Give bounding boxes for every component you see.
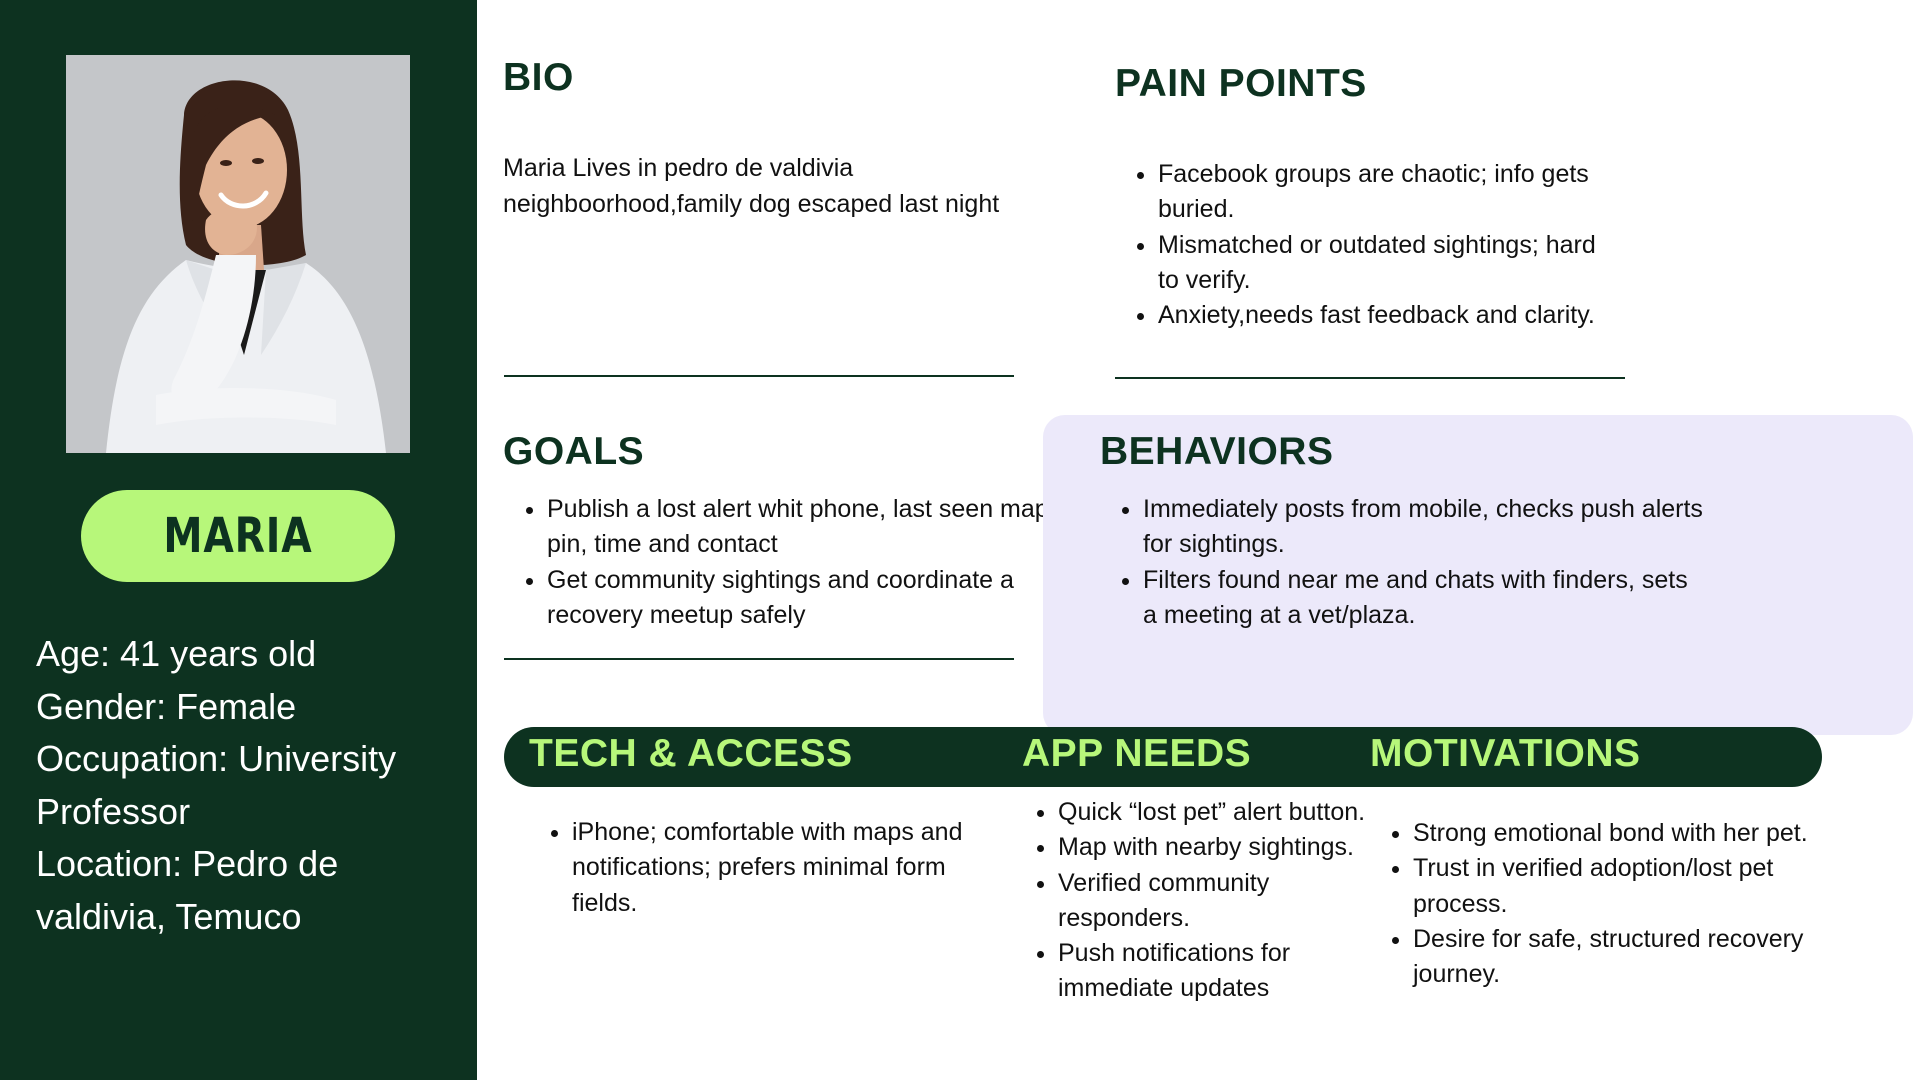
list-item: Anxiety,needs fast feedback and clarity. xyxy=(1158,298,1598,333)
bio-text: Maria Lives in pedro de valdivia neighbo… xyxy=(503,151,1023,222)
pain-points-list: Facebook groups are chaotic; info gets b… xyxy=(1115,157,1598,333)
list-item: Mismatched or outdated sightings; hard t… xyxy=(1158,228,1598,299)
app-needs-heading: APP NEEDS xyxy=(1022,732,1252,775)
goals-list: Publish a lost alert whit phone, last se… xyxy=(504,492,1067,633)
list-item: Quick “lost pet” alert button. xyxy=(1058,795,1378,830)
bio-heading: BIO xyxy=(503,56,574,99)
list-item: Immediately posts from mobile, checks pu… xyxy=(1143,492,1703,563)
list-item: Get community sightings and coordinate a… xyxy=(547,563,1067,634)
behaviors-list: Immediately posts from mobile, checks pu… xyxy=(1100,492,1703,633)
persona-detail-line: Location: Pedro de xyxy=(36,843,339,884)
list-item: Filters found near me and chats with fin… xyxy=(1143,563,1703,634)
persona-detail-line: Age: 41 years old xyxy=(36,633,317,674)
pain-points-divider xyxy=(1115,377,1625,379)
persona-name-badge: MARIA xyxy=(81,490,395,582)
behaviors-panel xyxy=(1043,415,1913,735)
behaviors-heading: BEHAVIORS xyxy=(1100,430,1334,473)
persona-details: Age: 41 years old Gender: Female Occupat… xyxy=(36,628,456,943)
list-item: Trust in verified adoption/lost pet proc… xyxy=(1413,851,1833,922)
persona-photo xyxy=(66,55,410,453)
tech-access-list: iPhone; comfortable with maps and notifi… xyxy=(529,815,1002,921)
list-item: Publish a lost alert whit phone, last se… xyxy=(547,492,1067,563)
list-item: Desire for safe, structured recovery jou… xyxy=(1413,922,1833,993)
list-item: Verified community responders. xyxy=(1058,866,1378,937)
goals-heading: GOALS xyxy=(503,430,645,473)
goals-divider xyxy=(504,658,1014,660)
bio-line: Maria Lives in pedro de valdivia xyxy=(503,154,854,182)
list-item: Strong emotional bond with her pet. xyxy=(1413,816,1833,851)
persona-detail-line: Gender: Female xyxy=(36,685,297,727)
list-item: Facebook groups are chaotic; info gets b… xyxy=(1158,157,1598,228)
persona-detail-line: valdivia, Temuco xyxy=(36,895,302,937)
list-item: Push notifications for immediate updates xyxy=(1058,936,1378,1007)
persona-name: MARIA xyxy=(163,508,313,564)
list-item: iPhone; comfortable with maps and notifi… xyxy=(572,815,1002,921)
motivations-heading: MOTIVATIONS xyxy=(1370,732,1641,775)
bio-line: neighboorhood,family dog escaped last ni… xyxy=(503,189,1000,218)
section-bar xyxy=(504,727,1822,787)
pain-points-heading: PAIN POINTS xyxy=(1115,62,1367,105)
tech-access-heading: TECH & ACCESS xyxy=(529,732,853,775)
persona-sidebar: MARIA Age: 41 years old Gender: Female O… xyxy=(0,0,477,1080)
app-needs-list: Quick “lost pet” alert button. Map with … xyxy=(1015,795,1378,1007)
persona-detail-line: Professor xyxy=(36,790,191,832)
list-item: Map with nearby sightings. xyxy=(1058,830,1378,865)
persona-detail-line: Occupation: University xyxy=(36,738,397,779)
motivations-list: Strong emotional bond with her pet. Trus… xyxy=(1370,816,1833,992)
bio-divider xyxy=(504,375,1014,377)
